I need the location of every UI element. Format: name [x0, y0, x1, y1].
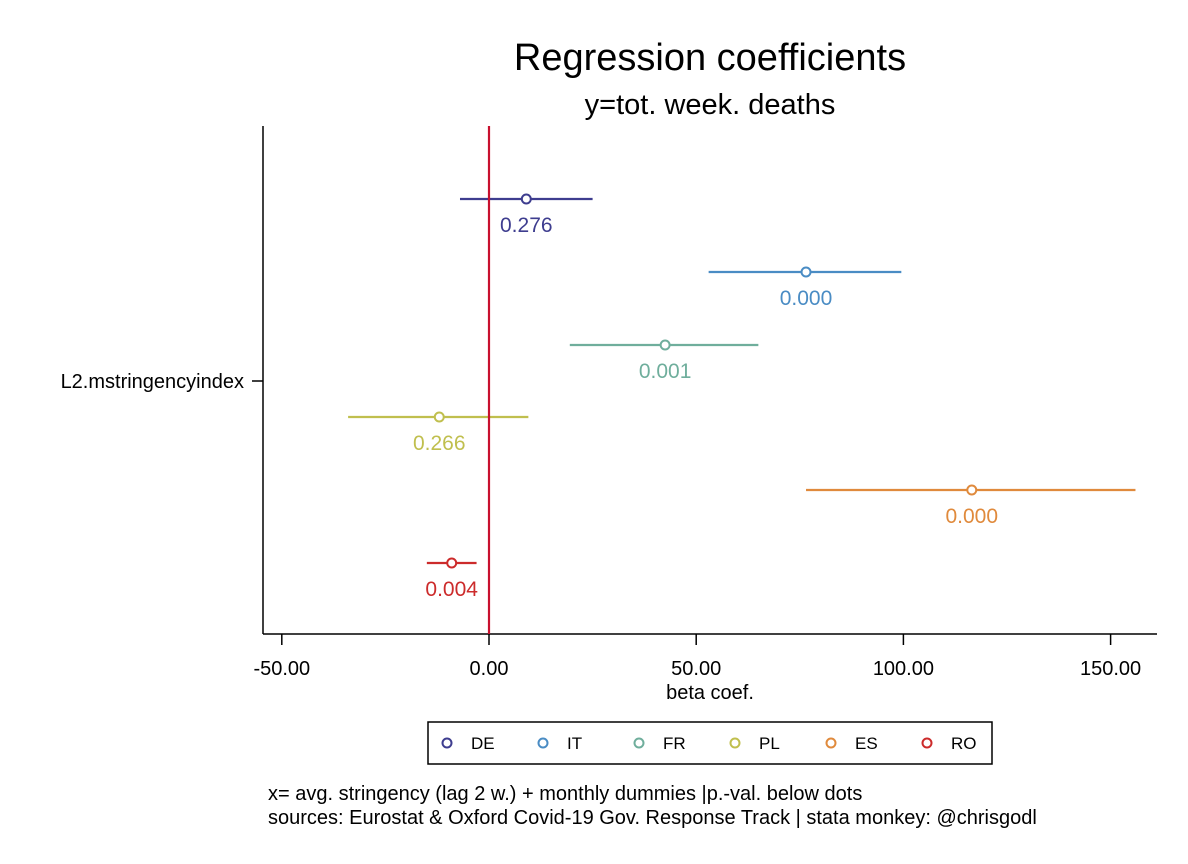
pvalue-label-ro: 0.004	[425, 578, 478, 601]
x-ticks: -50.00 0.00 50.00 100.00 150.00	[253, 634, 1141, 680]
note-line-2: sources: Eurostat & Oxford Covid-19 Gov.…	[268, 807, 1037, 829]
x-tick-label: 100.00	[873, 658, 934, 680]
chart-title: Regression coefficients	[514, 37, 906, 79]
point-pl	[433, 411, 445, 423]
pvalue-label-de: 0.276	[500, 214, 553, 237]
legend-label-fr: FR	[663, 734, 686, 753]
legend-label-pl: PL	[759, 734, 780, 753]
legend-marker-ro	[921, 737, 933, 749]
point-fr	[659, 339, 671, 351]
x-tick-label: 0.00	[470, 658, 509, 680]
x-axis-label: beta coef.	[666, 682, 754, 704]
pvalue-label-pl: 0.266	[413, 432, 466, 455]
x-tick-label: 50.00	[671, 658, 721, 680]
legend-label-es: ES	[855, 734, 878, 753]
x-tick-label: -50.00	[253, 658, 310, 680]
legend-marker-fr	[633, 737, 645, 749]
legend-marker-pl	[729, 737, 741, 749]
x-tick-label: 150.00	[1080, 658, 1141, 680]
pvalue-label-es: 0.000	[945, 505, 998, 528]
legend-box	[427, 721, 993, 765]
category-label: L2.mstringencyindex	[61, 371, 244, 393]
point-it	[800, 266, 812, 278]
coefficient-points: 0.276 0.000 0.001 0.266 0.000 0.004	[413, 193, 998, 601]
point-ro	[446, 557, 458, 569]
legend-marker-it	[537, 737, 549, 749]
legend-marker-de	[441, 737, 453, 749]
note-line-1: x= avg. stringency (lag 2 w.) + monthly …	[268, 783, 862, 805]
legend-marker-es	[825, 737, 837, 749]
legend-label-de: DE	[471, 734, 495, 753]
chart-subtitle: y=tot. week. deaths	[585, 89, 836, 121]
pvalue-label-fr: 0.001	[639, 360, 692, 383]
pvalue-label-it: 0.000	[780, 287, 833, 310]
point-de	[520, 193, 532, 205]
confidence-intervals	[348, 197, 1136, 565]
point-es	[966, 484, 978, 496]
legend: DE IT FR PL ES RO	[441, 734, 977, 753]
legend-label-ro: RO	[951, 734, 977, 753]
legend-label-it: IT	[567, 734, 582, 753]
